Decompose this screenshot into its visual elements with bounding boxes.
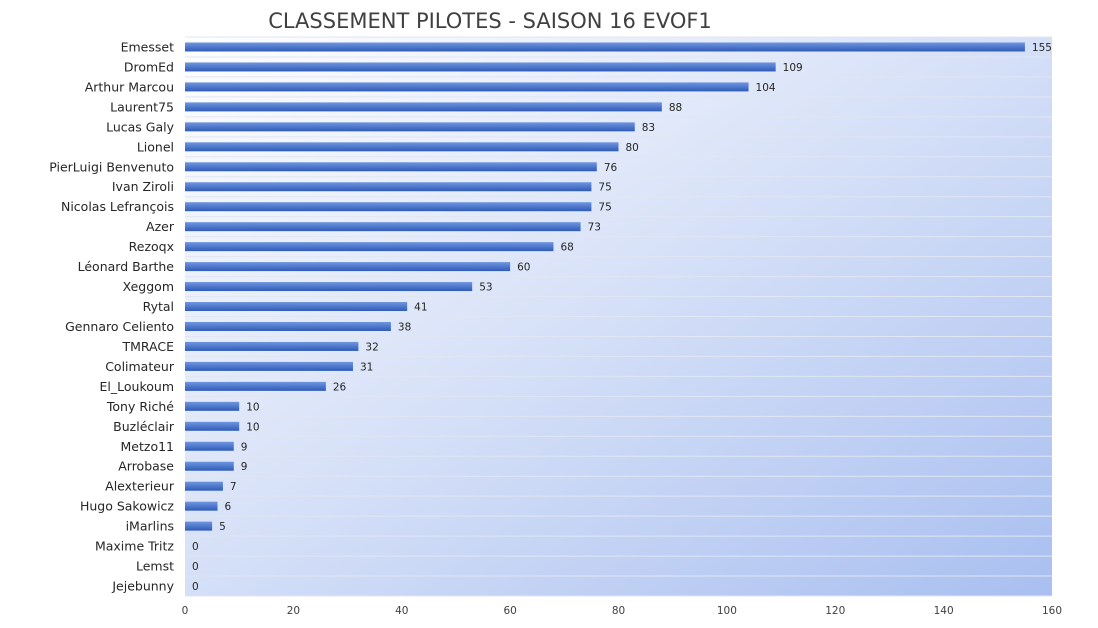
category-label: Hugo Sakowicz	[80, 499, 174, 514]
x-tick-label: 40	[395, 605, 408, 617]
bar	[185, 521, 213, 531]
data-label: 9	[241, 441, 248, 453]
category-label: Buzléclair	[113, 419, 175, 434]
data-label: 53	[479, 282, 492, 294]
data-label: 73	[588, 222, 601, 234]
bar	[185, 401, 240, 411]
data-label: 75	[598, 202, 611, 214]
bar	[185, 461, 234, 471]
category-label: Lucas Galy	[106, 119, 175, 134]
bar	[185, 202, 592, 212]
category-label: Emesset	[121, 39, 174, 54]
x-axis-ticks: 0 20 40 60 80 100 120 140 160	[182, 605, 1062, 617]
category-label: Lionel	[137, 139, 174, 154]
category-label: DromEd	[124, 59, 174, 74]
category-label: Lemst	[136, 559, 174, 574]
data-label: 32	[365, 341, 378, 353]
bar	[185, 122, 635, 132]
x-tick-label: 140	[934, 605, 954, 617]
category-label: Gennaro Celiento	[65, 319, 174, 334]
category-label: iMarlins	[126, 519, 174, 534]
category-label: Ivan Ziroli	[112, 179, 174, 194]
data-label: 7	[230, 481, 237, 493]
bar	[185, 82, 749, 92]
x-tick-label: 100	[717, 605, 737, 617]
data-label: 88	[669, 102, 682, 114]
category-label: Arrobase	[118, 459, 174, 474]
x-tick-label: 160	[1042, 605, 1062, 617]
x-tick-label: 60	[503, 605, 516, 617]
data-label: 60	[517, 262, 530, 274]
bar	[185, 182, 592, 192]
category-label: Tony Riché	[106, 399, 174, 414]
bar	[185, 481, 223, 491]
chart-title: CLASSEMENT PILOTES - SAISON 16 EVOF1	[268, 9, 712, 33]
category-label: Metzo11	[121, 439, 175, 454]
bar	[185, 361, 353, 371]
data-label: 80	[626, 142, 639, 154]
data-label: 75	[598, 182, 611, 194]
bar	[185, 62, 776, 72]
data-label: 83	[642, 122, 655, 134]
category-label: El_Loukoum	[100, 379, 174, 394]
data-label: 41	[414, 302, 427, 314]
data-label: 0	[192, 541, 199, 553]
category-label: TMRACE	[121, 339, 174, 354]
category-label: Jejebunny	[111, 579, 174, 594]
bar	[185, 222, 581, 232]
bar	[185, 421, 240, 431]
bar	[185, 162, 597, 172]
data-label: 31	[360, 361, 373, 373]
data-label: 68	[560, 242, 573, 254]
bar	[185, 441, 234, 451]
bar	[185, 381, 326, 391]
data-label: 5	[219, 521, 226, 533]
data-label: 0	[192, 561, 199, 573]
x-tick-label: 120	[825, 605, 845, 617]
bar	[185, 321, 391, 331]
category-label: Rezoqx	[129, 239, 174, 254]
gridlines	[185, 36, 1052, 597]
bars	[185, 42, 1025, 531]
bar	[185, 102, 662, 112]
data-label: 155	[1032, 42, 1052, 54]
x-tick-label: 20	[287, 605, 300, 617]
bar	[185, 142, 619, 152]
data-label: 104	[756, 82, 776, 94]
category-label: Colimateur	[105, 359, 175, 374]
category-label: PierLuigi Benvenuto	[49, 159, 174, 174]
category-label: Rytal	[143, 299, 174, 314]
category-labels: Emesset DromEd Arthur Marcou Laurent75 Lucas…	[49, 39, 175, 593]
x-tick-label: 80	[612, 605, 625, 617]
category-label: Xeggom	[123, 279, 174, 294]
bar	[185, 242, 554, 252]
bar	[185, 42, 1025, 52]
category-label: Léonard Barthe	[78, 259, 175, 274]
data-label: 26	[333, 381, 347, 393]
data-label: 38	[398, 321, 411, 333]
data-label: 9	[241, 461, 248, 473]
data-label: 76	[604, 162, 618, 174]
data-label: 10	[246, 421, 259, 433]
category-label: Azer	[146, 219, 175, 234]
category-label: Arthur Marcou	[85, 79, 174, 94]
category-label: Laurent75	[110, 99, 174, 114]
bar	[185, 501, 218, 511]
bar	[185, 302, 408, 312]
data-label: 0	[192, 581, 199, 593]
data-label: 6	[225, 501, 232, 513]
data-label: 10	[246, 401, 259, 413]
bar	[185, 341, 359, 351]
bar	[185, 262, 511, 272]
category-label: Nicolas Lefrançois	[61, 199, 174, 214]
data-labels: 1551091048883807675757368605341383231261…	[192, 42, 1052, 593]
category-label: Maxime Tritz	[95, 539, 174, 554]
bar	[185, 282, 473, 292]
category-label: Alexterieur	[105, 479, 175, 494]
data-label: 109	[783, 62, 803, 74]
x-tick-label: 0	[182, 605, 189, 617]
